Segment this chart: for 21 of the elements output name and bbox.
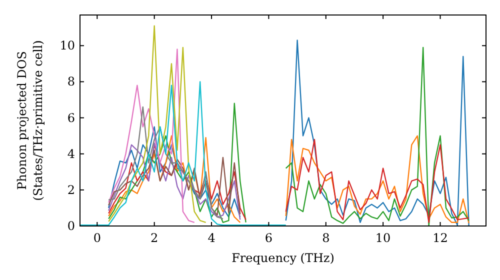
x-tick-label: 12 [432,231,448,245]
y-axis-title: Phonon projected DOS (States/THz·primitive cell) [15,40,45,201]
y-tick-label: 4 [67,146,76,161]
line-series [80,81,286,226]
y-tick-label: 6 [67,110,75,125]
x-tick-label: 8 [322,231,330,245]
line-series [108,106,224,220]
line-series [108,142,241,220]
line-series [108,25,206,223]
y-tick-label: 8 [67,74,75,89]
x-axis-title: Frequency (THz) [232,251,334,265]
y-tick-label: 10 [60,38,75,53]
y-tick-label: 0 [67,219,75,233]
x-tick-label: 4 [208,231,216,245]
x-tick-label: 0 [93,231,101,245]
x-tick-label: 2 [150,231,158,245]
x-tick-label: 6 [264,231,273,245]
x-tick-label: 10 [375,231,391,245]
y-tick-label: 2 [67,182,75,197]
line-series [108,48,195,223]
line-series [108,150,241,216]
